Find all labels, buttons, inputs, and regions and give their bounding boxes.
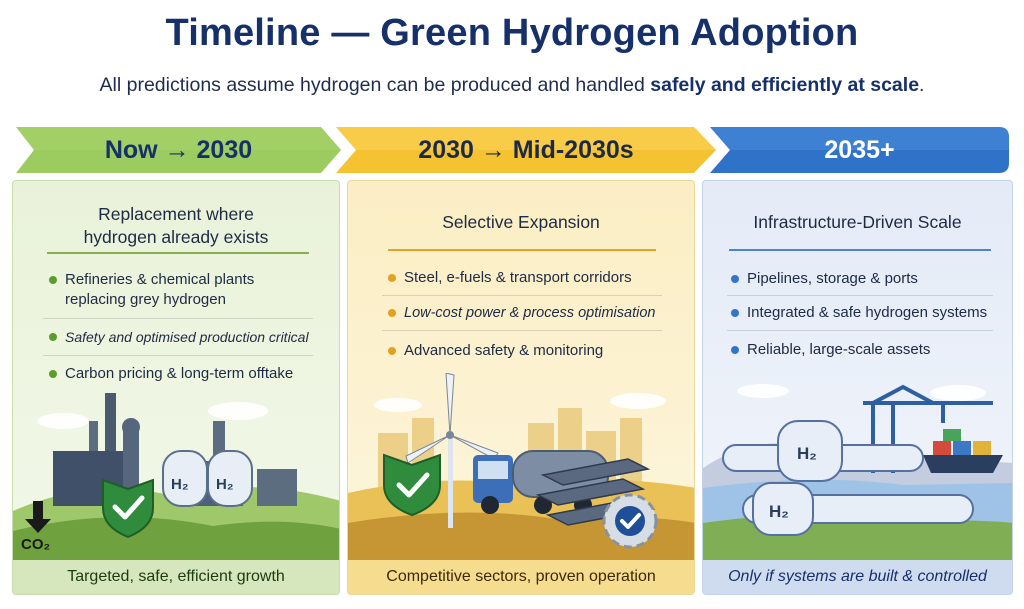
bullet-dot xyxy=(388,347,396,355)
panel-2-bullet-3-text: Advanced safety & monitoring xyxy=(404,342,604,359)
panel-3-separator-2 xyxy=(727,330,993,331)
subtitle: All predictions assume hydrogen can be p… xyxy=(0,74,1024,97)
panel-2-bullet-2: Low-cost power & process optimisation xyxy=(388,303,689,323)
panel-3-divider xyxy=(729,249,991,251)
bullet-dot xyxy=(49,333,57,341)
subtitle-prefix: All predictions assume hydrogen can be p… xyxy=(99,74,651,96)
panel-1-heading: Replacement where hydrogen already exist… xyxy=(13,203,339,249)
panel-1-separator-2 xyxy=(43,355,313,356)
safety-shield-icon xyxy=(383,453,441,517)
pipeline-port-illustration: H₂ H₂ xyxy=(703,384,1012,563)
bullet-dot xyxy=(49,370,57,378)
panel-2-separator-2 xyxy=(382,330,662,331)
port-crane-icon xyxy=(863,384,993,473)
phase-label-3: 2035+ xyxy=(824,136,895,164)
arrow-down-icon xyxy=(25,501,51,533)
panel-1-footer: Targeted, safe, efficient growth xyxy=(13,560,339,594)
panel-1-bullet-1: Refineries & chemical plants replacing g… xyxy=(49,270,315,310)
h2-pipeline-label-2: H₂ xyxy=(769,502,789,521)
phase-arrow-3-shape xyxy=(710,127,1009,173)
subtitle-suffix: . xyxy=(919,74,925,96)
wind-turbine-tower xyxy=(448,433,453,528)
panel-3-heading: Infrastructure-Driven Scale xyxy=(753,212,962,232)
panel-3-bullet-2-text: Integrated & safe hydrogen systems xyxy=(747,304,988,321)
panel-2-bullet-3: Advanced safety & monitoring xyxy=(388,341,684,361)
panel-1-separator-1 xyxy=(43,318,313,319)
bullet-dot xyxy=(388,309,396,317)
phase-arrow-1-shape xyxy=(16,127,341,173)
panel-2-footer: Competitive sectors, proven operation xyxy=(348,560,694,594)
panel-2-heading: Selective Expansion xyxy=(442,212,600,232)
bullet-dot xyxy=(731,309,739,317)
h2-tank-label-1: H₂ xyxy=(171,476,189,493)
phase-label-1: Now → 2030 xyxy=(104,136,253,164)
refinery-illustration: H₂ H₂ CO₂ xyxy=(13,393,339,561)
panel-2-bullet-1-text: Steel, e-fuels & transport corridors xyxy=(404,269,632,286)
hydrogen-pipeline-icon xyxy=(722,420,974,536)
page-title: Timeline — Green Hydrogen Adoption xyxy=(165,12,859,54)
panel-3-separator-1 xyxy=(727,295,993,296)
truck-icon xyxy=(473,450,609,514)
phase-panel-2: Selective Expansion Steel, e-fuels & tra… xyxy=(347,180,695,595)
cargo-ship-icon xyxy=(923,429,1003,473)
panel-1-bullet-1-text: Refineries & chemical plants replacing g… xyxy=(65,271,255,308)
panel-1-heading-line2: hydrogen already exists xyxy=(83,227,269,247)
h2-pipeline-label-1: H₂ xyxy=(797,444,817,463)
panel-3-footer: Only if systems are built & controlled xyxy=(703,560,1012,594)
panel-1-bullet-3-text: Carbon pricing & long-term offtake xyxy=(65,365,294,382)
panel-3-bullet-2: Integrated & safe hydrogen systems xyxy=(731,303,1007,323)
phase-arrow-2-shape xyxy=(336,127,716,173)
check-icon xyxy=(396,472,430,498)
bullet-dot xyxy=(731,346,739,354)
h2-tank-label-2: H₂ xyxy=(216,476,234,493)
phase-panel-3: Infrastructure-Driven Scale Pipelines, s… xyxy=(702,180,1013,595)
phase-arrow-3: 2035+ xyxy=(710,127,1009,173)
panel-1-bullet-2-text: Safety and optimised production critical xyxy=(65,329,309,345)
gear-icon xyxy=(602,493,658,549)
panel-2-bullet-2-text: Low-cost power & process optimisation xyxy=(404,305,656,321)
phase-panel-1: Replacement where hydrogen already exist… xyxy=(12,180,340,595)
bullet-dot xyxy=(49,276,57,284)
panel-2-divider xyxy=(388,249,656,251)
bullet-dot xyxy=(731,275,739,283)
phase-arrow-1: Now → 2030 xyxy=(16,127,341,173)
panel-3-bullet-3: Reliable, large-scale assets xyxy=(731,340,997,360)
bullet-dot xyxy=(388,274,396,282)
subtitle-bold: safely and efficiently at scale xyxy=(650,74,920,96)
phase-arrow-2: 2030 → Mid-2030s xyxy=(336,127,716,173)
safety-shield-icon xyxy=(102,478,154,539)
co2-label: CO₂ xyxy=(21,536,50,553)
panel-1-heading-line1: Replacement where xyxy=(98,204,254,224)
industry-transport-illustration xyxy=(348,373,694,563)
wind-turbine-icon xyxy=(405,373,499,464)
panel-1-bullet-3: Carbon pricing & long-term offtake xyxy=(49,364,325,384)
panel-3-bullet-1: Pipelines, storage & ports xyxy=(731,269,997,289)
panel-3-bullet-3-text: Reliable, large-scale assets xyxy=(747,341,931,358)
panel-3-bullet-1-text: Pipelines, storage & ports xyxy=(747,270,918,287)
panel-2-separator-1 xyxy=(382,295,662,296)
check-icon xyxy=(112,495,145,520)
phase-label-2: 2030 → Mid-2030s xyxy=(418,136,634,164)
panel-2-bullet-1: Steel, e-fuels & transport corridors xyxy=(388,268,684,288)
panel-1-bullet-2: Safety and optimised production critical xyxy=(49,327,335,347)
panel-1-divider xyxy=(47,252,309,254)
